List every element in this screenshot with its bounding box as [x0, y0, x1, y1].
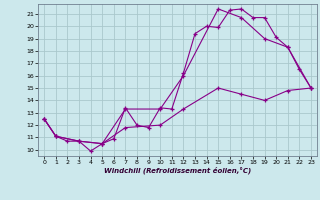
- X-axis label: Windchill (Refroidissement éolien,°C): Windchill (Refroidissement éolien,°C): [104, 167, 251, 174]
